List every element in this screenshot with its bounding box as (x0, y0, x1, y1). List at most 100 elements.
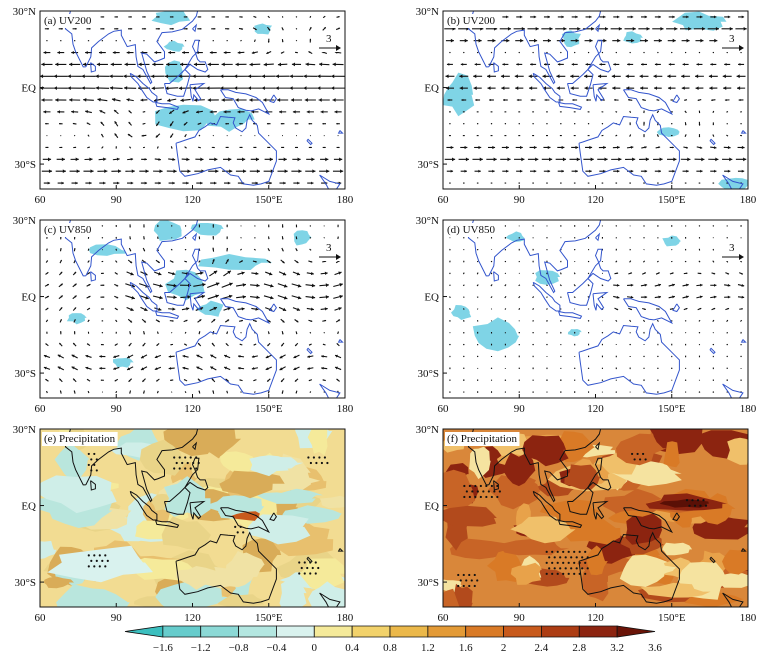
y-tick-label: EQ (424, 292, 439, 304)
significance-shade (535, 270, 561, 285)
colorbar-segment (124, 625, 164, 638)
precip-contour (54, 444, 90, 482)
coastline (64, 11, 344, 189)
significance-shade (443, 72, 475, 117)
x-tick-label: 90 (111, 612, 123, 624)
colorbar-label: 3.2 (610, 642, 624, 654)
y-tick-label: 30°S (417, 577, 439, 589)
precip-contour (622, 565, 677, 576)
panel-label: (e) Precipitation (44, 433, 116, 445)
significance-shade (155, 104, 216, 132)
significance-shade (153, 220, 182, 241)
colorbar-segment (276, 625, 315, 638)
precip-contour (488, 475, 536, 510)
coastline (467, 220, 747, 398)
precip-contour (163, 429, 224, 457)
significance-shade (254, 23, 273, 35)
x-tick-label: 60 (35, 194, 47, 206)
precip-contour (164, 476, 211, 517)
significance-shade (205, 108, 255, 132)
precip-contour (469, 446, 491, 480)
x-tick-label: 90 (514, 194, 526, 206)
panel-label: (f) Precipitation (447, 433, 517, 445)
precip-contour (161, 516, 212, 551)
significance-shade (113, 357, 134, 368)
significance-shade (196, 300, 224, 317)
x-tick-label: 60 (438, 403, 450, 415)
x-tick-label: 180 (740, 612, 757, 624)
significance-shade (623, 31, 643, 44)
panel-label: (b) UV200 (447, 15, 495, 27)
panel-b: (b) UV200 3 60 90 120 150°E 180 30°N EQ 30°S (416, 6, 757, 206)
reference-vector-label: 3 (729, 242, 735, 254)
precip-contour (558, 431, 595, 463)
precip-contour (319, 495, 345, 509)
precip-contour (279, 577, 307, 607)
panel-e: (e) Precipitation 60 90 120 150°E 180 30°N EQ 30… (13, 424, 354, 624)
precip-contour (249, 455, 289, 477)
x-tick-label: 60 (35, 612, 47, 624)
precip-contour (586, 545, 608, 576)
colorbar-label: 1.2 (421, 642, 435, 654)
colorbar-label: 0 (312, 642, 318, 654)
panel-a: (a) UV200 3 60 90 120 150°E 180 30°N EQ 30°S (13, 6, 354, 206)
colorbar-segment (503, 625, 542, 638)
y-tick-label: 30°S (14, 577, 36, 589)
coastline (64, 429, 344, 607)
colorbar-segment (200, 625, 239, 638)
x-tick-label: 180 (337, 194, 354, 206)
significance-shade (89, 244, 127, 256)
wind-vectors (40, 15, 345, 185)
x-tick-label: 60 (438, 194, 450, 206)
significance-shade (672, 11, 727, 31)
colorbar-label: 0.4 (345, 642, 359, 654)
precip-contour (539, 499, 604, 522)
x-tick-label: 150°E (658, 612, 686, 624)
precip-contour (43, 576, 74, 589)
precip-contour (727, 437, 748, 465)
significance-shade (561, 30, 581, 48)
panel-label: (d) UV850 (447, 224, 495, 236)
colorbar-segment (578, 625, 618, 638)
panel-label: (c) UV850 (44, 224, 92, 236)
x-tick-label: 60 (35, 403, 47, 415)
x-tick-label: 120 (184, 194, 201, 206)
colorbar-segment (313, 625, 353, 638)
significance-shade (656, 127, 680, 137)
precip-contour (663, 441, 680, 468)
x-tick-label: 180 (337, 612, 354, 624)
x-tick-label: 180 (337, 403, 354, 415)
x-tick-label: 60 (438, 612, 450, 624)
colorbar-label: −1.6 (153, 642, 173, 654)
significance-shade (472, 317, 520, 352)
significance-shade (151, 11, 191, 26)
coastline (467, 429, 747, 607)
significance-shade (164, 60, 184, 83)
colorbar-label: −0.4 (266, 642, 286, 654)
significance-shade (451, 305, 472, 320)
reference-vector-label: 3 (326, 33, 332, 45)
colorbar-segment (616, 625, 656, 638)
colorbar-label: 2.8 (572, 642, 586, 654)
reference-vector: 3 (317, 241, 343, 261)
precip-contour (443, 469, 476, 511)
significance-dots (457, 452, 708, 588)
x-tick-label: 150°E (255, 194, 283, 206)
y-tick-label: EQ (424, 83, 439, 95)
y-tick-label: EQ (21, 292, 36, 304)
wind-vectors (43, 224, 343, 394)
y-tick-label: 30°S (14, 368, 36, 380)
significance-shade (505, 231, 525, 242)
reference-vector-label: 3 (729, 33, 735, 45)
panel-f: (f) Precipitation 60 90 120 150°E 180 30°N EQ 30… (416, 424, 757, 624)
significance-shade (293, 230, 312, 246)
wind-vectors (444, 15, 747, 184)
y-tick-label: 30°N (13, 424, 36, 436)
precip-contour (502, 452, 536, 487)
x-tick-label: 150°E (658, 194, 686, 206)
reference-vector: 3 (317, 32, 343, 52)
reference-vector-label: 3 (326, 242, 332, 254)
colorbar-segment (427, 625, 467, 638)
precip-contour (662, 542, 693, 556)
x-tick-label: 90 (111, 403, 123, 415)
